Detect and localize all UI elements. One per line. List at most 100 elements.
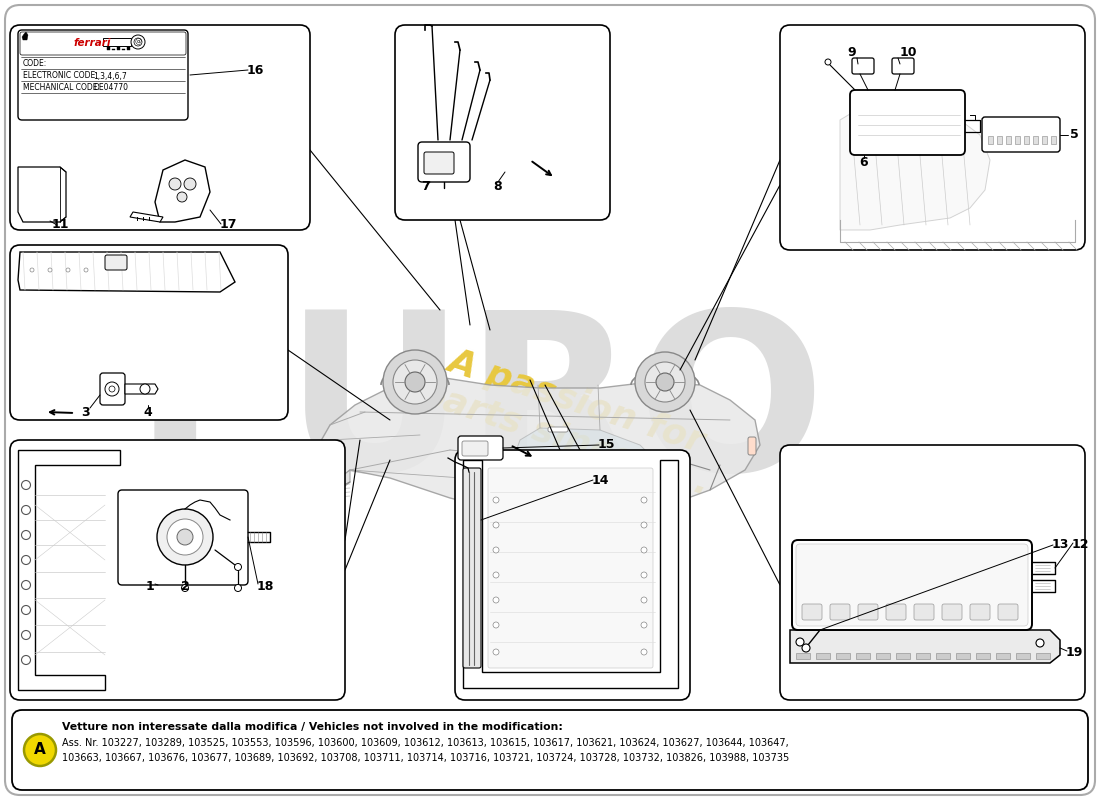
- Bar: [111, 49, 114, 50]
- Text: 2: 2: [180, 581, 189, 594]
- Bar: [1050, 136, 1056, 144]
- Text: 10: 10: [900, 46, 916, 58]
- Circle shape: [22, 506, 31, 514]
- FancyBboxPatch shape: [830, 604, 850, 620]
- Circle shape: [493, 597, 499, 603]
- Text: 13: 13: [1052, 538, 1069, 551]
- Circle shape: [22, 655, 31, 665]
- Circle shape: [22, 481, 31, 490]
- Bar: [126, 47, 130, 50]
- Text: @: @: [134, 38, 142, 46]
- Polygon shape: [295, 378, 760, 535]
- Polygon shape: [790, 630, 1060, 663]
- Circle shape: [641, 622, 647, 628]
- Circle shape: [84, 268, 88, 272]
- Circle shape: [24, 734, 56, 766]
- Text: 18: 18: [256, 581, 274, 594]
- FancyBboxPatch shape: [463, 468, 481, 668]
- Circle shape: [1036, 639, 1044, 647]
- Circle shape: [635, 352, 695, 412]
- FancyBboxPatch shape: [6, 5, 1094, 795]
- Polygon shape: [18, 450, 120, 690]
- Bar: [1036, 653, 1050, 659]
- FancyBboxPatch shape: [104, 255, 126, 270]
- FancyBboxPatch shape: [852, 58, 874, 74]
- FancyBboxPatch shape: [462, 441, 488, 456]
- Text: DE04770: DE04770: [94, 83, 128, 93]
- Text: 5: 5: [1069, 129, 1078, 142]
- Bar: [1033, 136, 1038, 144]
- FancyBboxPatch shape: [100, 373, 125, 405]
- FancyBboxPatch shape: [802, 604, 822, 620]
- Text: 🐎: 🐎: [486, 445, 493, 455]
- Bar: [1006, 136, 1011, 144]
- Circle shape: [383, 350, 447, 414]
- Circle shape: [641, 547, 647, 553]
- Text: 14: 14: [592, 474, 608, 486]
- Text: 19: 19: [1065, 646, 1082, 659]
- Text: ELECTRONIC CODE:: ELECTRONIC CODE:: [23, 71, 98, 81]
- Bar: [1016, 653, 1030, 659]
- Bar: [896, 653, 910, 659]
- Polygon shape: [103, 38, 131, 46]
- Text: 16: 16: [246, 63, 264, 77]
- FancyBboxPatch shape: [850, 90, 965, 155]
- Polygon shape: [492, 475, 510, 486]
- FancyBboxPatch shape: [455, 450, 690, 700]
- Circle shape: [177, 529, 192, 545]
- Bar: [816, 653, 831, 659]
- Circle shape: [641, 649, 647, 655]
- Polygon shape: [22, 32, 28, 40]
- Circle shape: [493, 622, 499, 628]
- Bar: [988, 136, 993, 144]
- Bar: [836, 653, 850, 659]
- Text: 9: 9: [848, 46, 856, 58]
- Circle shape: [66, 268, 70, 272]
- Bar: [856, 653, 870, 659]
- FancyBboxPatch shape: [886, 604, 906, 620]
- Bar: [1042, 136, 1047, 144]
- FancyBboxPatch shape: [424, 152, 454, 174]
- Circle shape: [30, 268, 34, 272]
- Circle shape: [140, 384, 150, 394]
- Circle shape: [104, 382, 119, 396]
- FancyBboxPatch shape: [792, 540, 1032, 630]
- Polygon shape: [840, 102, 990, 230]
- FancyBboxPatch shape: [12, 710, 1088, 790]
- Text: ferrari: ferrari: [73, 38, 110, 48]
- Circle shape: [645, 362, 685, 402]
- Circle shape: [167, 519, 204, 555]
- FancyBboxPatch shape: [458, 436, 503, 460]
- Text: MECHANICAL CODE:: MECHANICAL CODE:: [23, 83, 100, 93]
- FancyBboxPatch shape: [10, 25, 310, 230]
- FancyBboxPatch shape: [942, 604, 962, 620]
- FancyBboxPatch shape: [858, 604, 878, 620]
- Text: 103663, 103667, 103676, 103677, 103689, 103692, 103708, 103711, 103714, 103716, : 103663, 103667, 103676, 103677, 103689, …: [62, 753, 790, 763]
- Circle shape: [656, 373, 674, 391]
- Circle shape: [22, 630, 31, 639]
- Circle shape: [177, 192, 187, 202]
- FancyBboxPatch shape: [488, 468, 653, 668]
- FancyBboxPatch shape: [970, 604, 990, 620]
- Circle shape: [493, 497, 499, 503]
- FancyBboxPatch shape: [892, 58, 914, 74]
- Text: 17: 17: [219, 218, 236, 231]
- Text: 7: 7: [420, 181, 429, 194]
- FancyBboxPatch shape: [10, 440, 345, 700]
- Circle shape: [182, 585, 188, 591]
- Text: Ass. Nr. 103227, 103289, 103525, 103553, 103596, 103600, 103609, 103612, 103613,: Ass. Nr. 103227, 103289, 103525, 103553,…: [62, 738, 789, 748]
- Bar: [996, 653, 1010, 659]
- Bar: [107, 47, 110, 50]
- Circle shape: [234, 585, 242, 591]
- Text: A passion for
parts since 1...: A passion for parts since 1...: [414, 338, 726, 502]
- Circle shape: [22, 581, 31, 590]
- Text: 8: 8: [494, 179, 503, 193]
- Circle shape: [131, 35, 145, 49]
- Text: 15: 15: [597, 438, 615, 451]
- Bar: [1024, 136, 1029, 144]
- Bar: [997, 136, 1002, 144]
- Circle shape: [22, 555, 31, 565]
- FancyBboxPatch shape: [914, 604, 934, 620]
- Polygon shape: [18, 252, 235, 292]
- FancyBboxPatch shape: [780, 25, 1085, 250]
